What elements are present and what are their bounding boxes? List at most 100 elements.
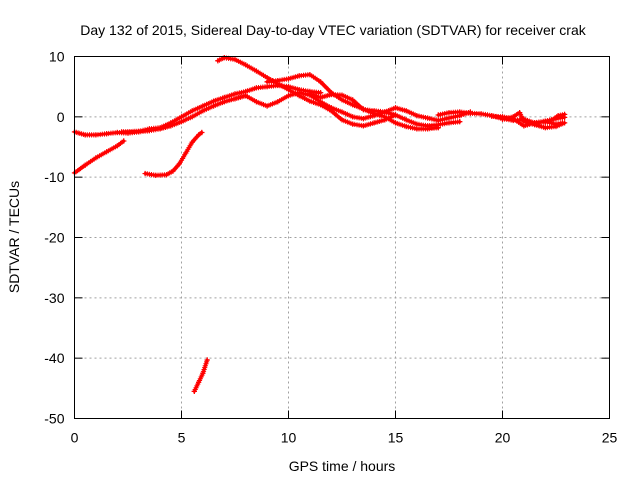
y-tick-label: -30 bbox=[44, 290, 64, 306]
data-point bbox=[146, 126, 152, 132]
data-point bbox=[555, 113, 561, 119]
data-point bbox=[189, 108, 195, 114]
data-point bbox=[435, 125, 441, 131]
data-point bbox=[253, 85, 259, 91]
data-point bbox=[178, 114, 185, 120]
data-point bbox=[414, 121, 420, 127]
tick-layer: 0 5 10 15 20 25 -50 -40 -30 -20 -10 0 10 bbox=[44, 49, 617, 446]
data-point bbox=[403, 108, 409, 114]
data-point bbox=[232, 96, 238, 102]
data-series-arc-9 bbox=[307, 91, 399, 118]
data-point bbox=[264, 79, 270, 85]
data-series-arc-5 bbox=[191, 357, 210, 394]
data-point bbox=[350, 97, 356, 103]
data-point bbox=[285, 87, 292, 93]
data-point bbox=[196, 379, 202, 385]
data-point bbox=[264, 84, 270, 90]
data-point bbox=[215, 58, 221, 64]
data-point bbox=[285, 93, 292, 99]
data-series-arc-12 bbox=[499, 110, 568, 131]
data-point bbox=[211, 103, 217, 109]
data-series-arc-4 bbox=[142, 129, 205, 178]
x-tick-label: 25 bbox=[602, 430, 618, 446]
data-point bbox=[104, 149, 110, 155]
data-point bbox=[232, 91, 238, 97]
data-point bbox=[532, 122, 538, 128]
x-tick-label: 10 bbox=[281, 430, 297, 446]
data-point bbox=[339, 97, 345, 103]
data-point bbox=[211, 98, 217, 104]
data-point bbox=[204, 357, 210, 363]
data-point bbox=[189, 139, 195, 145]
data-point bbox=[328, 91, 334, 98]
data-point bbox=[457, 109, 463, 115]
y-tick-label: 0 bbox=[57, 109, 65, 125]
data-point bbox=[414, 126, 420, 132]
data-point bbox=[153, 172, 159, 178]
data-point bbox=[542, 125, 548, 131]
data-point bbox=[339, 92, 345, 98]
data-point bbox=[307, 98, 313, 104]
data-point bbox=[176, 161, 182, 167]
data-point bbox=[549, 117, 555, 124]
data-point bbox=[114, 129, 120, 136]
data-point bbox=[136, 128, 142, 134]
data-point bbox=[403, 123, 409, 130]
data-point bbox=[183, 150, 189, 156]
data-point bbox=[489, 113, 495, 119]
y-axis-label: SDTVAR / TECUs bbox=[6, 181, 22, 293]
data-series-arc-2 bbox=[71, 138, 127, 176]
data-point bbox=[232, 56, 238, 63]
data-point bbox=[221, 94, 227, 101]
data-point bbox=[200, 103, 206, 109]
data-point bbox=[414, 113, 420, 119]
data-point bbox=[285, 76, 292, 82]
y-tick-label: -40 bbox=[44, 350, 64, 366]
data-point bbox=[178, 119, 185, 125]
data-point bbox=[93, 132, 99, 138]
data-point bbox=[403, 117, 409, 123]
data-series-arc-13 bbox=[542, 111, 568, 125]
data-point bbox=[517, 110, 523, 116]
data-point bbox=[114, 143, 120, 149]
data-point bbox=[457, 119, 463, 125]
data-point bbox=[339, 109, 345, 115]
data-point bbox=[253, 68, 259, 74]
data-point bbox=[157, 125, 163, 131]
x-tick-label: 5 bbox=[178, 430, 186, 446]
data-point bbox=[307, 72, 313, 78]
data-point bbox=[521, 119, 527, 125]
data-point bbox=[118, 129, 125, 135]
x-tick-label: 15 bbox=[388, 430, 404, 446]
data-point bbox=[478, 111, 484, 117]
data-point bbox=[163, 172, 170, 178]
data-point bbox=[392, 120, 399, 126]
data-point bbox=[499, 116, 506, 122]
data-point bbox=[435, 112, 441, 118]
data-point bbox=[339, 117, 345, 123]
data-point bbox=[318, 94, 324, 101]
data-series-arc-8 bbox=[264, 72, 441, 132]
data-point bbox=[542, 119, 548, 125]
data-point bbox=[360, 123, 366, 129]
data-point bbox=[371, 120, 377, 126]
data-point bbox=[446, 115, 452, 121]
data-point bbox=[382, 109, 388, 115]
data-point bbox=[199, 129, 205, 136]
data-point bbox=[142, 170, 148, 177]
data-point bbox=[392, 105, 399, 111]
x-tick-label: 0 bbox=[71, 430, 79, 446]
data-point bbox=[104, 131, 110, 137]
data-layer bbox=[71, 55, 568, 394]
data-point bbox=[446, 120, 452, 126]
data-point bbox=[360, 106, 366, 113]
data-point bbox=[200, 108, 206, 114]
data-point bbox=[200, 370, 206, 376]
data-point bbox=[425, 115, 431, 121]
data-point bbox=[82, 162, 88, 168]
data-point bbox=[510, 114, 516, 120]
data-point bbox=[350, 102, 356, 108]
data-point bbox=[425, 126, 431, 132]
data-point bbox=[221, 55, 227, 61]
